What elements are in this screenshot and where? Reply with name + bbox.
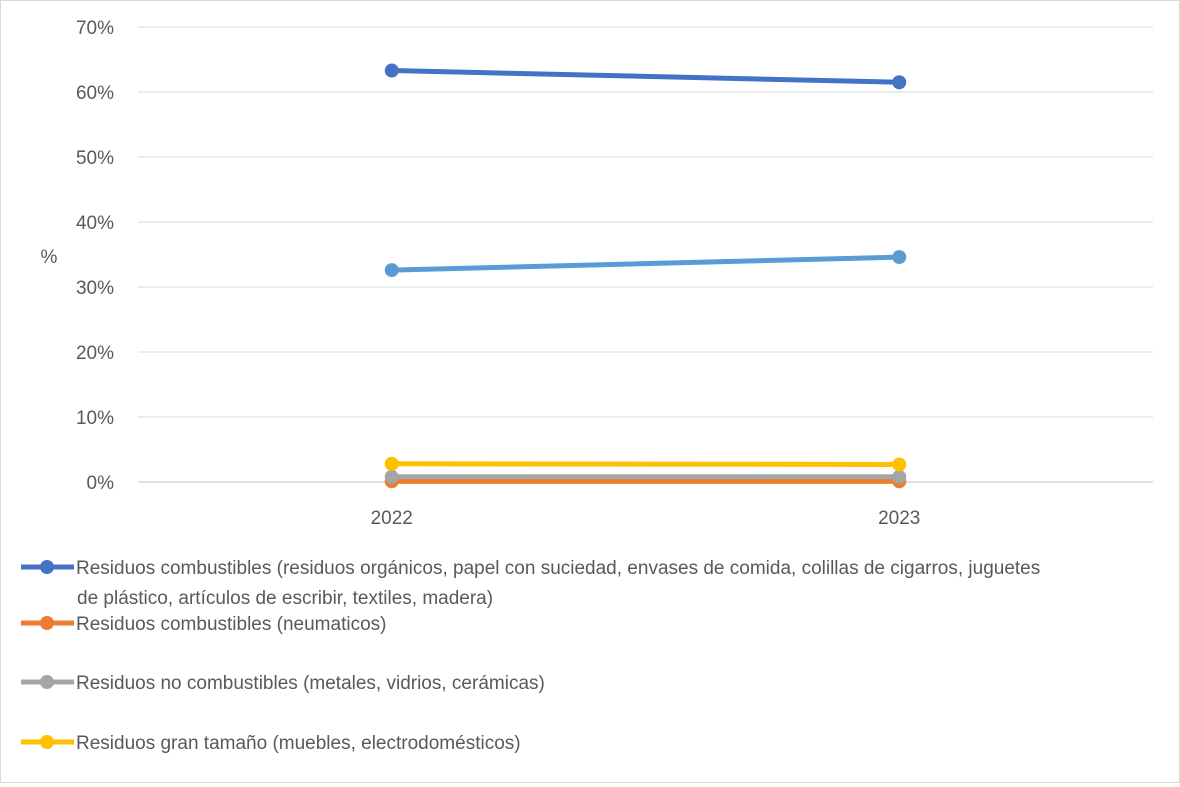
legend-marker [40,560,54,574]
series-line [389,461,902,467]
y-tick-label: 0% [87,473,115,494]
x-tick-label: 2022 [371,508,413,529]
series-1 [384,63,907,90]
data-point [892,469,907,484]
legend: Residuos combustibles (residuos orgánico… [21,558,1040,754]
y-tick-label: 40% [76,213,114,234]
legend-entry: Residuos gran tamaño (muebles, electrodo… [21,733,521,754]
y-tick-label: 60% [76,83,114,104]
legend-label: Residuos gran tamaño (muebles, electrodo… [76,733,521,754]
data-point [384,456,399,471]
data-point [384,63,399,78]
legend-label: Residuos combustibles (residuos orgánico… [76,558,1040,579]
x-tick-label: 2023 [878,508,920,529]
data-point [384,263,399,278]
data-point [892,250,907,265]
data-point [892,457,907,472]
data-point [892,75,907,90]
y-axis-title: % [41,247,58,268]
legend-entry: Residuos combustibles (residuos orgánico… [21,558,1040,609]
legend-entry: Residuos no combustibles (metales, vidri… [21,673,545,694]
legend-marker [40,735,54,749]
legend-label: Residuos no combustibles (metales, vidri… [76,673,545,694]
y-tick-label: 10% [76,408,114,429]
legend-marker [40,675,54,689]
y-tick-label: 50% [76,148,114,169]
gridlines [138,26,1153,483]
legend-label: Residuos combustibles (neumaticos) [76,614,386,635]
legend-label: de plástico, artículos de escribir, text… [77,588,493,609]
y-tick-label: 20% [76,343,114,364]
y-tick-label: 70% [76,18,114,39]
legend-marker [40,616,54,630]
axes: % 0% 10% 20% 30% 40% 50% 60% 70% 2022 2023 [41,18,921,529]
y-tick-label: 30% [76,278,114,299]
series-line [389,254,902,273]
series-4 [384,456,907,472]
data-point [384,469,399,484]
series-5 [384,250,907,278]
legend-entry: Residuos combustibles (neumaticos) [21,614,386,635]
series-3 [384,469,907,484]
series-line [389,68,902,85]
series-lines [384,63,907,489]
